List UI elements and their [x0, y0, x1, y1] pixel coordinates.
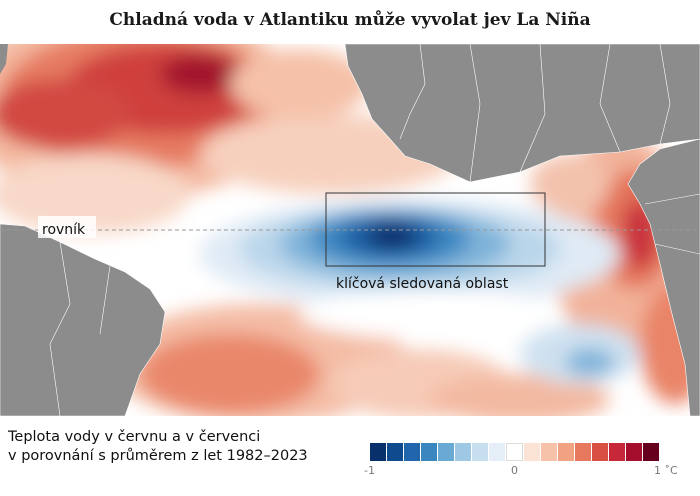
legend-swatch	[591, 443, 608, 461]
equator-label: rovník	[42, 222, 86, 238]
legend-swatch	[421, 443, 438, 461]
legend-swatch	[438, 443, 455, 461]
caption: Teplota vody v červnu a v červenci v por…	[8, 428, 358, 466]
legend-swatch	[523, 443, 540, 461]
legend-swatch	[455, 443, 472, 461]
legend-swatch	[472, 443, 489, 461]
caption-line-2: v porovnání s průměrem z let 1982–2023	[8, 448, 308, 464]
key-region-label: klíčová sledovaná oblast	[336, 276, 509, 292]
legend-zero-label: 0	[511, 464, 518, 477]
legend-swatch	[574, 443, 591, 461]
legend-swatch	[608, 443, 625, 461]
land-south-america	[0, 223, 166, 416]
legend-swatch	[506, 443, 523, 461]
caption-line-1: Teplota vody v červnu a v červenci	[8, 429, 261, 445]
key-region-box	[325, 192, 546, 267]
legend-swatch	[625, 443, 642, 461]
land-caribbean-coast	[0, 44, 8, 74]
legend-min-label: -1	[364, 464, 375, 477]
legend-swatch	[489, 443, 506, 461]
legend-swatch	[370, 443, 387, 461]
legend-swatch	[642, 443, 659, 461]
legend-swatch	[540, 443, 557, 461]
color-legend: -1 0 1 ˚C	[364, 443, 690, 487]
sea-temperature-map: rovník klíčová sledovaná oblast	[0, 44, 700, 416]
land-masses	[0, 44, 700, 416]
equator-label-bg	[38, 216, 96, 238]
legend-max-label: 1 ˚C	[654, 464, 678, 477]
legend-swatch	[387, 443, 404, 461]
legend-swatch	[557, 443, 574, 461]
temperature-anomaly-field	[0, 44, 700, 416]
legend-swatch	[404, 443, 421, 461]
country-borders	[49, 44, 700, 416]
map-title: Chladná voda v Atlantiku může vyvolat je…	[109, 10, 591, 30]
